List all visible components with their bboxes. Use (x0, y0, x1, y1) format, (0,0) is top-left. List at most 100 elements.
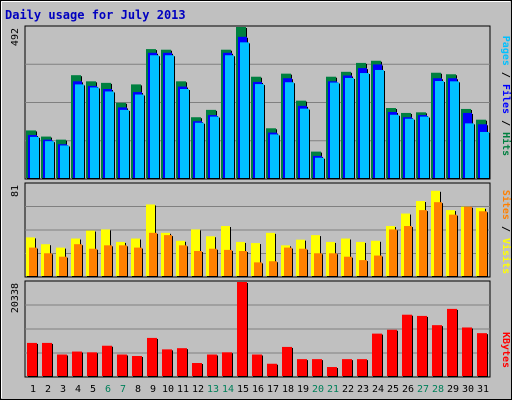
sites-bar (209, 248, 217, 276)
legend-sep2: / (500, 114, 511, 132)
pages-bar (180, 88, 189, 178)
kbytes-bar (402, 314, 412, 376)
kbytes-bar (477, 333, 487, 376)
pages-bar (345, 77, 354, 178)
sites-bar (254, 262, 262, 276)
kbytes-bar (132, 355, 142, 376)
pages-bar (195, 122, 204, 178)
pages-bar (75, 84, 84, 178)
kbytes-ymax-label: 20338 (10, 283, 21, 313)
day-label: 22 (342, 384, 354, 395)
kbytes-bar (42, 342, 52, 376)
pages-bar (240, 42, 249, 179)
day-label: 18 (282, 384, 294, 395)
pages-bar (465, 123, 474, 178)
pages-bar (120, 109, 129, 178)
sites-bar (74, 244, 82, 276)
kbytes-bar (147, 337, 157, 376)
kbytes-bar (192, 363, 202, 376)
day-labels-layer: 1 2 3 4 5 6 7 8 9 10 11 12 13 14 15 16 17 18 19 20 21 22 23 24 2… (30, 384, 489, 395)
sites-bar (89, 248, 97, 276)
pages-bar (300, 108, 309, 178)
kbytes-bar (162, 349, 172, 376)
pages-bar (390, 114, 399, 178)
sites-bar (119, 245, 127, 276)
sites-bar (179, 245, 187, 276)
day-label: 2 (45, 384, 51, 395)
hits-panel: 492 Pages / Files / Hits (10, 25, 512, 180)
sites-bar (59, 256, 67, 276)
kbytes-bar (387, 329, 397, 376)
day-label: 20 (312, 384, 324, 395)
sites-bar (419, 210, 427, 276)
hits-legend: Pages / Files / Hits (500, 36, 512, 156)
kbytes-bar (357, 359, 367, 376)
pages-bar (165, 55, 174, 178)
sites-bar (344, 256, 352, 276)
legend-sep1: / (500, 220, 511, 238)
day-label: 16 (252, 384, 264, 395)
sites-bar (374, 255, 382, 276)
visits-bar (356, 241, 365, 276)
sites-bar (314, 253, 322, 276)
sites-bar (359, 260, 367, 276)
legend-visits: Visits (500, 238, 512, 274)
pages-bar (375, 69, 384, 178)
day-label: 30 (462, 384, 474, 395)
kbytes-bar (327, 367, 337, 376)
kbytes-bar (102, 345, 112, 376)
pages-bar (45, 141, 54, 178)
kbytes-legend: KBytes (500, 332, 511, 368)
day-label: 14 (222, 384, 234, 395)
sites-bar (239, 251, 247, 276)
pages-bar (420, 116, 429, 178)
kbytes-bar (177, 348, 187, 376)
kbytes-bar (27, 342, 37, 376)
kbytes-bar (282, 346, 292, 376)
kbytes-bar (57, 354, 67, 376)
kbytes-bar (372, 333, 382, 376)
sites-bar (194, 251, 202, 276)
legend-hits: Hits (500, 132, 512, 156)
pages-bar (90, 87, 99, 178)
day-label: 1 (30, 384, 36, 395)
day-label: 27 (417, 384, 429, 395)
day-label: 12 (192, 384, 204, 395)
legend-kbytes: KBytes (500, 332, 511, 368)
sites-bar (449, 214, 457, 276)
pages-bar (480, 131, 489, 178)
visits-bar (251, 243, 260, 276)
legend-files: Files (500, 84, 512, 114)
kbytes-bar (267, 363, 277, 376)
sites-bar (134, 247, 142, 276)
legend-pages: Pages (500, 36, 511, 66)
kbytes-bar (87, 352, 97, 376)
sites-bar (284, 247, 292, 276)
sites-bar (389, 229, 397, 276)
chart-title: Daily usage for July 2013 (5, 8, 186, 22)
day-label: 9 (150, 384, 156, 395)
day-label: 26 (402, 384, 414, 395)
day-label: 7 (120, 384, 126, 395)
sites-bar (434, 202, 442, 276)
sites-bar (44, 253, 52, 276)
day-label: 23 (357, 384, 369, 395)
kbytes-bar (117, 354, 127, 376)
sites-bar (464, 206, 472, 276)
sites-bar (299, 248, 307, 276)
kbytes-bar (342, 359, 352, 376)
kbytes-bar (432, 325, 442, 376)
day-label: 15 (237, 384, 249, 395)
sites-bar (29, 247, 37, 276)
visits-panel: 81 Sites / Visits (10, 182, 512, 278)
day-label: 24 (372, 384, 384, 395)
pages-bar (315, 157, 324, 178)
sites-bar (224, 249, 232, 276)
kbytes-bar (252, 354, 262, 376)
visits-bar (266, 232, 275, 276)
pages-bar (135, 94, 144, 178)
kbytes-bar (297, 359, 307, 376)
kbytes-bar (312, 359, 322, 376)
day-label: 3 (60, 384, 66, 395)
sites-bar (269, 261, 277, 276)
